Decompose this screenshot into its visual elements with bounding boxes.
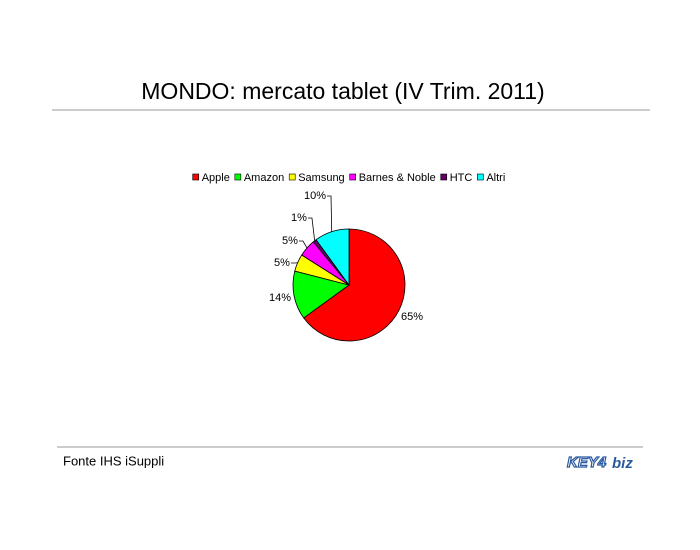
data-label: 65% — [401, 311, 423, 323]
legend-label: HTC — [450, 172, 473, 184]
legend-label: Barnes & Noble — [359, 172, 436, 184]
logo: KEY4 biz — [566, 453, 633, 472]
logo-left: KEY4 — [567, 454, 607, 471]
leader-line — [307, 217, 316, 241]
logo-right: biz — [612, 455, 633, 472]
legend-label: Amazon — [244, 172, 284, 184]
legend-swatch — [234, 173, 242, 181]
leader-line — [298, 240, 308, 249]
leader-line — [327, 195, 333, 232]
source: Fonte IHS iSuppli — [63, 453, 164, 468]
data-label: 5% — [282, 235, 298, 247]
chart: 65% 14% 5% 5% 1% 10% Apple Amazon Samsung Barnes … — [192, 172, 505, 342]
legend-swatch — [192, 173, 200, 181]
legend-swatch — [288, 173, 296, 181]
data-label: 10% — [304, 190, 326, 202]
pie-slice — [303, 228, 406, 342]
legend-label: Altri — [486, 172, 505, 184]
legend-swatch — [477, 173, 484, 181]
legend-label: Apple — [202, 172, 230, 184]
legend-swatch — [349, 173, 356, 181]
legend-swatch — [440, 173, 448, 181]
chart-title: MONDO: mercato tablet (IV Trim. 2011) — [141, 78, 544, 104]
legend-label: Samsung — [298, 172, 344, 184]
data-label: 1% — [291, 212, 307, 224]
data-label: 5% — [274, 257, 290, 269]
data-label: 14% — [269, 292, 291, 304]
